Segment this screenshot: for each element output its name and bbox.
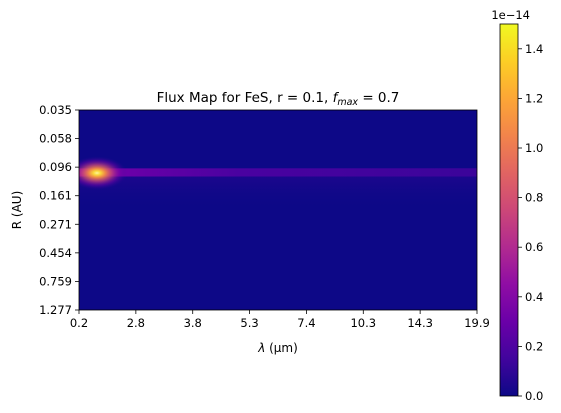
y-tick-label: 0.058 bbox=[39, 132, 72, 146]
y-axis-label: R (AU) bbox=[10, 191, 24, 230]
colorbar-tick-label: 1.4 bbox=[525, 42, 543, 56]
heatmap-hotspot bbox=[79, 156, 127, 190]
colorbar-axis: 0.0 0.2 0.4 0.6 0.8 1.0 1.2 1.4 bbox=[518, 42, 543, 403]
y-tick-label: 0.096 bbox=[39, 160, 72, 174]
heatmap-band bbox=[79, 168, 477, 177]
x-tick-label: 2.8 bbox=[127, 316, 145, 330]
colorbar-tick-label: 1.2 bbox=[525, 91, 543, 105]
colorbar bbox=[499, 23, 519, 397]
y-tick-label: 0.454 bbox=[39, 246, 72, 260]
colorbar-tick-label: 0.4 bbox=[525, 290, 543, 304]
plot-frame bbox=[78, 109, 478, 311]
colorbar-offset-label: 1e−14 bbox=[491, 8, 530, 22]
colorbar-tick-label: 0.6 bbox=[525, 240, 543, 254]
y-tick-label: 0.759 bbox=[39, 274, 72, 288]
x-axis-label: λ (μm) bbox=[257, 341, 298, 355]
colorbar-tick-label: 0.0 bbox=[525, 389, 543, 403]
x-axis: 0.2 2.8 3.8 5.3 7.4 10.3 14.3 19.9 bbox=[70, 310, 490, 330]
x-tick-label: 3.8 bbox=[184, 316, 202, 330]
y-tick-label: 0.035 bbox=[39, 103, 72, 117]
colorbar-tick-label: 0.8 bbox=[525, 191, 543, 205]
y-tick-label: 1.277 bbox=[39, 303, 72, 317]
heatmap-area bbox=[79, 110, 477, 310]
y-tick-label: 0.271 bbox=[39, 217, 72, 231]
x-tick-label: 14.3 bbox=[407, 316, 433, 330]
chart-title: Flux Map for FeS, r = 0.1, fmax = 0.7 bbox=[157, 90, 400, 108]
x-tick-label: 19.9 bbox=[464, 316, 490, 330]
colorbar-tick-label: 0.2 bbox=[525, 339, 543, 353]
y-tick-label: 0.161 bbox=[39, 189, 72, 203]
x-tick-label: 0.2 bbox=[70, 316, 88, 330]
x-tick-label: 7.4 bbox=[297, 316, 315, 330]
colorbar-tick-label: 1.0 bbox=[525, 141, 543, 155]
x-tick-label: 5.3 bbox=[240, 316, 258, 330]
x-tick-label: 10.3 bbox=[350, 316, 376, 330]
y-axis: 0.035 0.058 0.096 0.161 0.271 0.454 0.759 1.277 bbox=[39, 103, 79, 317]
